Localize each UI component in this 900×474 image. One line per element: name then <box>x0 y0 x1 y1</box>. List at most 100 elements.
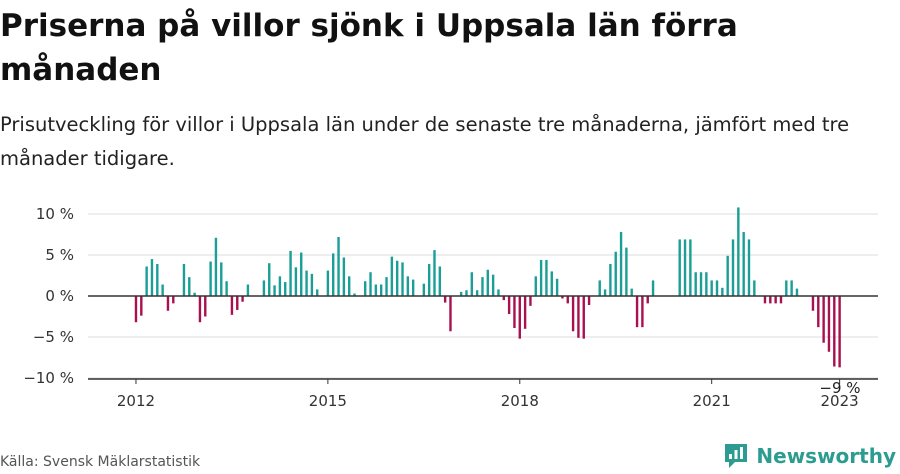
bar <box>246 284 250 296</box>
bar <box>678 239 681 296</box>
bar <box>646 296 649 304</box>
bar <box>427 264 431 296</box>
bar <box>262 280 266 296</box>
bar <box>742 232 745 296</box>
bar <box>715 280 719 296</box>
last-value-label: −9 % <box>819 379 860 397</box>
bar <box>790 280 793 296</box>
bar <box>156 264 159 296</box>
grid-lines <box>88 213 878 379</box>
y-tick-label: 0 % <box>45 287 74 305</box>
axes <box>88 295 878 380</box>
bar <box>598 280 601 296</box>
bar <box>401 262 404 296</box>
bar <box>214 237 218 296</box>
bar <box>390 256 394 296</box>
brand-logo: Newsworthy <box>723 441 896 471</box>
bar <box>438 266 442 296</box>
bar <box>550 271 553 296</box>
bar <box>513 296 516 328</box>
bar <box>172 296 175 304</box>
bar <box>337 236 340 296</box>
bar <box>555 278 559 296</box>
bar <box>316 289 319 296</box>
bar <box>699 272 703 296</box>
bar <box>497 289 500 296</box>
bar <box>523 296 527 329</box>
bar <box>140 296 143 316</box>
bar <box>539 259 543 296</box>
bar <box>603 289 607 296</box>
bar <box>353 293 356 296</box>
bar <box>561 296 564 299</box>
bar <box>491 274 495 296</box>
bar <box>363 281 367 296</box>
bar <box>379 284 383 296</box>
bar <box>817 296 820 328</box>
bar <box>769 296 772 304</box>
brand-name: Newsworthy <box>756 444 896 468</box>
x-axis-labels: 2012 2015 2018 2021 2023 <box>117 379 859 410</box>
bar <box>166 296 170 311</box>
bar <box>619 232 623 296</box>
bar <box>822 296 825 343</box>
bar <box>785 280 788 296</box>
bar <box>587 296 591 306</box>
bar <box>225 281 228 296</box>
bar <box>737 207 740 296</box>
bar <box>689 239 692 296</box>
bar <box>406 276 410 296</box>
bar <box>161 284 164 296</box>
bar <box>449 296 452 332</box>
bar <box>683 239 687 296</box>
bar <box>150 259 154 296</box>
y-axis-labels: 10 % 5 % 0 % −5 % −10 % <box>23 205 74 387</box>
bar <box>747 239 751 296</box>
bar <box>571 296 575 332</box>
bar <box>726 255 729 296</box>
bar <box>486 269 489 296</box>
bar <box>369 272 372 296</box>
bar <box>230 296 234 315</box>
bar <box>481 277 484 296</box>
bar <box>763 296 767 304</box>
bar-chart: 10 % 5 % 0 % −5 % −10 % 2012 2015 2018 2021 2023… <box>23 205 878 410</box>
bar <box>204 296 207 317</box>
bar <box>774 296 777 304</box>
bar <box>534 276 537 296</box>
newsworthy-logo-icon <box>725 444 748 468</box>
bar <box>374 284 378 296</box>
bar <box>635 296 639 328</box>
bar <box>470 272 474 296</box>
bar <box>694 272 697 296</box>
bar <box>294 267 298 296</box>
y-tick-label: 10 % <box>36 205 74 223</box>
bar <box>236 296 239 310</box>
bar <box>273 285 276 296</box>
bar <box>609 264 612 296</box>
bar <box>459 291 463 296</box>
bar <box>811 296 815 311</box>
chart-title: Priserna på villor sjönk i Uppsala län f… <box>0 8 738 88</box>
bar <box>507 296 511 315</box>
bar <box>300 252 303 296</box>
x-tick-label: 2021 <box>693 392 731 410</box>
bar <box>651 280 655 296</box>
y-tick-label: 5 % <box>45 246 74 264</box>
bar <box>582 296 585 339</box>
x-tick-label: 2018 <box>501 392 539 410</box>
bar <box>145 266 148 296</box>
bar <box>198 296 202 323</box>
bar <box>395 260 399 296</box>
bar <box>795 288 799 296</box>
bar <box>838 296 841 368</box>
bar <box>193 292 196 296</box>
bar <box>833 296 836 367</box>
bar <box>385 277 388 296</box>
bar <box>518 296 521 339</box>
bar <box>502 296 505 301</box>
bar <box>268 263 271 296</box>
bar <box>625 247 628 296</box>
bar <box>188 277 191 296</box>
bar <box>630 288 633 296</box>
